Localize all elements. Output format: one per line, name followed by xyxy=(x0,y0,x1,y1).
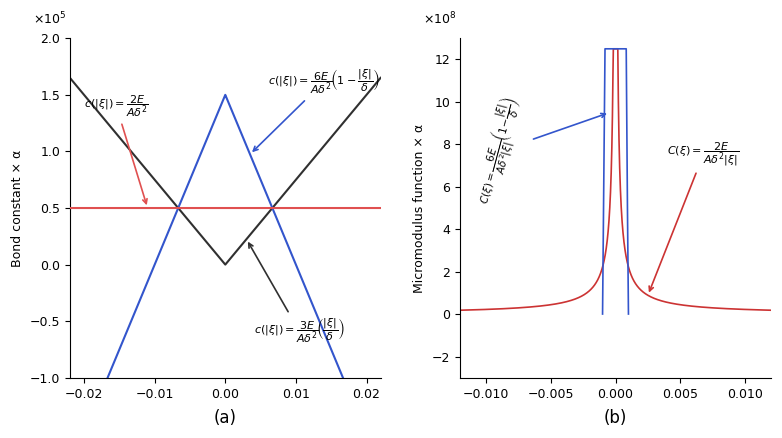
Text: $C(\xi) = \dfrac{6E}{A\delta^2|\xi|}\!\left(1\!-\!\dfrac{|\xi|}{\delta}\right)$: $C(\xi) = \dfrac{6E}{A\delta^2|\xi|}\!\l… xyxy=(470,94,605,208)
Text: $c(|\xi|) = \dfrac{3E}{A\delta^2}\!\left(\dfrac{|\xi|}{\delta}\right)$: $c(|\xi|) = \dfrac{3E}{A\delta^2}\!\left… xyxy=(249,243,345,345)
Text: $\times 10^5$: $\times 10^5$ xyxy=(33,11,66,28)
Y-axis label: Bond constant × α: Bond constant × α xyxy=(11,149,24,267)
Text: $c(|\xi|) = \dfrac{6E}{A\delta^2}\!\left(1-\dfrac{|\xi|}{\delta}\right)$: $c(|\xi|) = \dfrac{6E}{A\delta^2}\!\left… xyxy=(253,68,380,151)
X-axis label: (a): (a) xyxy=(213,409,237,427)
Text: $C(\xi) = \dfrac{2E}{A\delta^2|\xi|}$: $C(\xi) = \dfrac{2E}{A\delta^2|\xi|}$ xyxy=(649,141,740,291)
Text: $C(\xi) = \dfrac{3E}{A\delta^3}$: $C(\xi) = \dfrac{3E}{A\delta^3}$ xyxy=(0,437,1,438)
X-axis label: (b): (b) xyxy=(604,409,627,427)
Text: $\times 10^8$: $\times 10^8$ xyxy=(423,11,457,28)
Text: $c(|\xi|) = \dfrac{2E}{A\delta^2}$: $c(|\xi|) = \dfrac{2E}{A\delta^2}$ xyxy=(84,93,149,204)
Y-axis label: Micromodulus function × α: Micromodulus function × α xyxy=(414,124,426,293)
